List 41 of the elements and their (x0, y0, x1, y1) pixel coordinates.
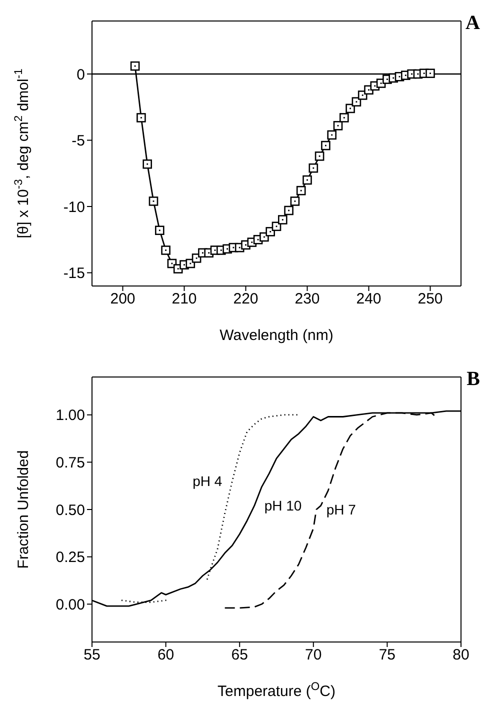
point (340, 113, 349, 122)
point (321, 140, 330, 150)
x-axis-title: Wavelength (nm) (220, 327, 334, 344)
text: A (466, 12, 480, 35)
y-axis-title: Fraction Unfolded (15, 450, 32, 569)
y-tick-label: 1.00 (56, 407, 85, 424)
x-tick-label: 60 (157, 646, 174, 664)
x-tick-label: 55 (84, 646, 100, 664)
y-tick-label: -15 (63, 265, 85, 282)
x-tick-label: 200 (110, 290, 136, 308)
point (314, 152, 324, 161)
y-tick-label: 0.00 (56, 596, 85, 614)
y-tick-label: 0.75 (56, 454, 85, 472)
y-tick-label: 0.50 (56, 502, 85, 519)
x-tick-label: 80 (452, 646, 470, 664)
point (308, 163, 318, 173)
point (142, 159, 152, 169)
point (155, 226, 164, 235)
x-tick-label: 65 (231, 646, 248, 664)
series-label: pH 4 (192, 473, 222, 490)
x-tick-label: 210 (172, 290, 197, 308)
point (426, 68, 435, 78)
point (161, 246, 170, 255)
x-axis-title: Temperature ($^{O}$C) (218, 681, 336, 700)
x-tick-label: 75 (378, 646, 396, 664)
y-tick-label: -5 (72, 132, 85, 150)
point (130, 61, 140, 71)
point (136, 113, 146, 122)
series-label: pH 7 (326, 502, 356, 518)
y-tick-label: -10 (63, 198, 85, 216)
series-label: pH 10 (264, 498, 302, 514)
text: B (466, 368, 480, 391)
x-tick-label: 70 (305, 646, 322, 664)
point (296, 186, 306, 196)
y-tick-label: 0.25 (56, 549, 85, 566)
x-tick-label: 220 (233, 290, 258, 308)
x-tick-label: 250 (418, 290, 443, 308)
point (278, 215, 288, 224)
x-tick-label: 240 (356, 290, 382, 308)
x-tick-label: 230 (294, 290, 320, 308)
y-tick-label: 0 (76, 66, 85, 84)
